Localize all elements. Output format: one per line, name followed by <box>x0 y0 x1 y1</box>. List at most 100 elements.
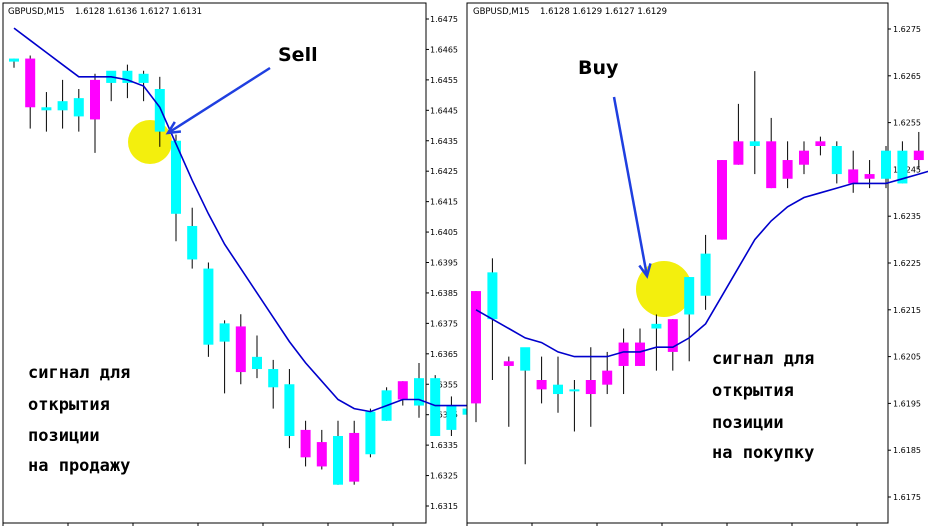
y-tick-label: 1.6275 <box>893 25 921 34</box>
candle-body <box>569 389 580 392</box>
candle-body <box>235 326 246 373</box>
y-tick-label: 1.6215 <box>893 306 921 315</box>
signal-annotation: Buy <box>578 57 619 79</box>
candle-body <box>300 429 311 458</box>
signal-description-line: сигнал для <box>712 349 814 369</box>
candle-body <box>766 141 777 189</box>
y-tick-label: 1.6355 <box>430 380 458 389</box>
candle-body <box>815 141 826 146</box>
y-tick-label: 1.6325 <box>430 472 458 481</box>
signal-description-line: на покупку <box>712 443 814 463</box>
chart-header-symbol: GBPUSD,M15 <box>473 7 530 17</box>
signal-arrow <box>612 96 649 277</box>
candle-body <box>733 141 744 165</box>
candle-body <box>316 442 327 467</box>
y-tick-label: 1.6365 <box>430 350 458 359</box>
y-tick-label: 1.6475 <box>430 15 458 24</box>
chart-header-ohlc: 1.6128 1.6129 1.6127 1.6129 <box>540 7 667 17</box>
signal-description-line: на продажу <box>28 456 130 476</box>
candle-body <box>154 89 165 132</box>
y-tick-label: 1.6405 <box>430 228 458 237</box>
candle-body <box>864 174 875 179</box>
signal-annotation: Sell <box>278 44 318 66</box>
candle-body <box>618 342 629 366</box>
y-tick-label: 1.6335 <box>430 441 458 450</box>
y-tick-label: 1.6425 <box>430 167 458 176</box>
y-tick-label: 1.6345 <box>430 411 458 420</box>
candle-body <box>799 150 809 165</box>
candle-body <box>503 361 514 366</box>
candle-body <box>684 277 695 315</box>
y-tick-label: 1.6225 <box>893 259 921 268</box>
chart-header-ohlc: 1.6128 1.6136 1.6127 1.6131 <box>75 7 202 17</box>
candle-body <box>25 58 36 108</box>
candle-body <box>430 378 441 436</box>
y-tick-label: 1.6235 <box>893 212 921 221</box>
candle-body <box>848 169 859 184</box>
y-tick-label: 1.6435 <box>430 137 458 146</box>
y-tick-label: 1.6195 <box>893 399 921 408</box>
candle-body <box>651 323 662 329</box>
candle-body <box>57 101 68 111</box>
candle-body <box>187 225 198 260</box>
candle-body <box>365 411 376 455</box>
candle-body <box>831 146 842 175</box>
y-tick-label: 1.6385 <box>430 289 458 298</box>
candle-body <box>219 323 230 342</box>
y-tick-label: 1.6395 <box>430 259 458 268</box>
y-tick-label: 1.6185 <box>893 446 921 455</box>
signal-highlight-circle <box>636 261 692 317</box>
candle-body <box>520 347 531 371</box>
y-tick-label: 1.6315 <box>430 502 458 511</box>
signal-description-line: открытия <box>712 381 794 401</box>
chart-header-symbol: GBPUSD,M15 <box>8 7 65 17</box>
candle-body <box>536 380 547 390</box>
candle-body <box>553 384 563 395</box>
candle-body <box>41 107 52 111</box>
candle-body <box>446 405 457 430</box>
candle-body <box>122 70 133 83</box>
candle-body <box>487 272 498 320</box>
signal-arrow-head <box>638 263 652 279</box>
y-tick-label: 1.6445 <box>430 106 458 115</box>
candle-body <box>717 160 727 240</box>
candle-body <box>700 253 711 296</box>
moving-average-line <box>475 170 928 358</box>
candle-body <box>73 98 84 117</box>
signal-description-line: позиции <box>28 426 100 446</box>
candle-body <box>913 150 924 161</box>
candle-body <box>414 378 424 406</box>
candle-body <box>333 435 343 485</box>
signal-description-line: позиции <box>712 413 784 433</box>
sell-chart-panel: GBPUSD,M15 1.6128 1.6136 1.6127 1.6131 1.6… <box>2 2 473 526</box>
candle-body <box>138 73 149 83</box>
candle-body <box>9 58 19 62</box>
y-tick-label: 1.6455 <box>430 76 458 85</box>
candle-body <box>252 356 262 370</box>
signal-highlight-circle <box>128 120 172 164</box>
candle-body <box>90 79 100 120</box>
chart-frame <box>466 2 889 524</box>
y-tick-label: 1.6375 <box>430 319 458 328</box>
candle-body <box>171 140 181 214</box>
candle-body <box>203 268 214 345</box>
moving-average-line <box>13 27 468 413</box>
candle-body <box>782 160 793 179</box>
buy-chart-panel: GBPUSD,M15 1.6128 1.6129 1.6127 1.6129 1.6… <box>466 2 928 526</box>
y-tick-label: 1.6205 <box>893 353 921 362</box>
candle-body <box>749 141 760 146</box>
y-tick-label: 1.6465 <box>430 45 458 54</box>
signal-description-line: открытия <box>28 395 110 415</box>
candle-body <box>602 370 613 385</box>
candle-body <box>897 150 908 184</box>
y-tick-label: 1.6255 <box>893 119 921 128</box>
y-tick-label: 1.6175 <box>893 493 921 502</box>
candle-body <box>585 380 596 395</box>
signal-description-line: сигнал для <box>28 363 130 383</box>
candle-body <box>284 384 295 436</box>
y-tick-label: 1.6415 <box>430 198 458 207</box>
candle-body <box>349 432 360 482</box>
signal-arrow <box>167 66 271 135</box>
candle-body <box>397 381 408 400</box>
